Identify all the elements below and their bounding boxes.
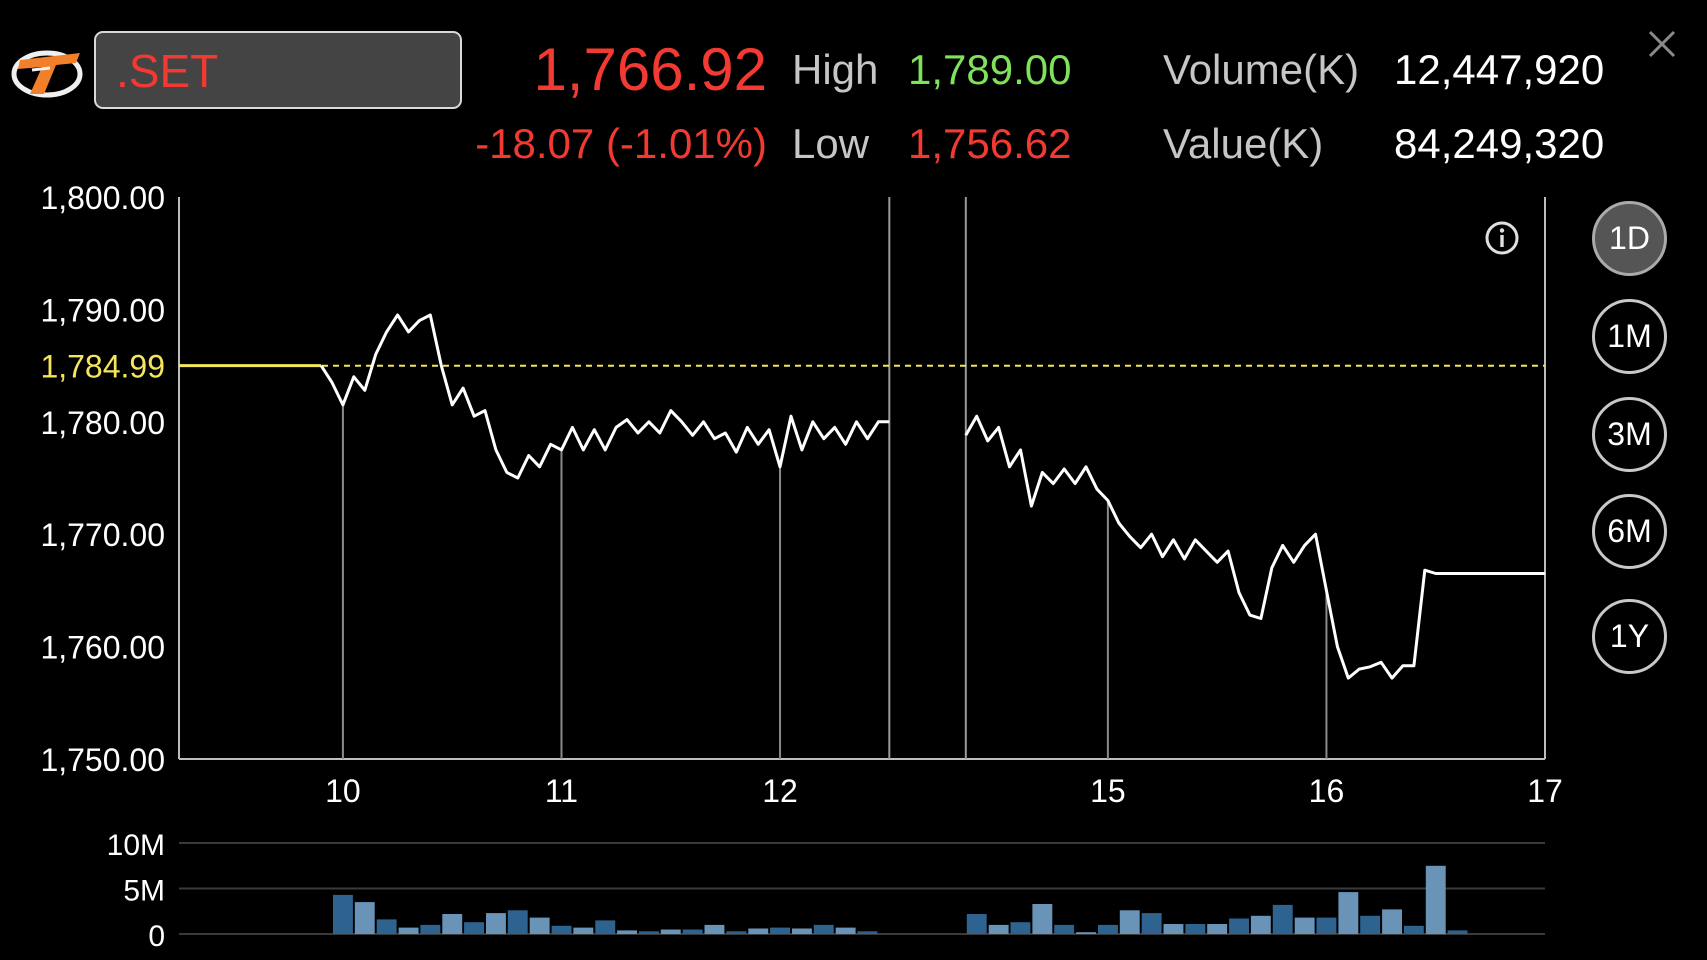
volume-bar	[595, 920, 616, 934]
timeframe-3m-button[interactable]: 3M	[1592, 397, 1667, 472]
volume-bar	[770, 927, 790, 934]
volume-bar	[682, 929, 703, 934]
volume-bar	[639, 931, 659, 934]
volume-bar	[1272, 904, 1293, 934]
volume-bar	[1250, 915, 1271, 934]
timeframe-6m-button[interactable]: 6M	[1592, 494, 1667, 569]
y-tick-label: 1,780.00	[40, 405, 165, 441]
volume-bar	[988, 924, 1009, 934]
volume-bar	[1141, 913, 1162, 934]
y-tick-label: 1,770.00	[40, 517, 165, 553]
brand-logo-icon[interactable]	[10, 44, 84, 100]
y-tick-label: 1,750.00	[40, 742, 165, 778]
x-tick-label: 12	[762, 773, 798, 809]
volume-bar	[726, 931, 747, 934]
volume-value: 12,447,920	[1394, 46, 1605, 93]
volume-bar	[442, 914, 463, 934]
x-tick-label: 10	[325, 773, 361, 809]
volume-bar	[617, 930, 637, 934]
volume-bar	[748, 928, 769, 934]
price-series-line	[964, 414, 1545, 680]
last-price: 1,766.92	[533, 36, 767, 103]
volume-bar	[1360, 915, 1381, 934]
volume-tick-label: 10M	[107, 829, 165, 862]
x-tick-label: 16	[1309, 773, 1345, 809]
x-tick-label: 17	[1527, 773, 1563, 809]
timeframe-1m-button[interactable]: 1M	[1592, 299, 1667, 374]
x-tick-label: 11	[545, 773, 578, 809]
volume-bar	[1010, 922, 1031, 934]
low-label: Low	[792, 120, 870, 167]
volume-bar	[354, 902, 375, 934]
volume-bar	[420, 924, 441, 934]
volume-bar	[1076, 932, 1096, 934]
timeframe-1d-button[interactable]: 1D	[1592, 201, 1667, 276]
volume-bar	[857, 931, 878, 934]
volume-bar	[1098, 924, 1118, 934]
volume-bar	[1207, 924, 1228, 934]
volume-bar	[551, 925, 572, 934]
low-value: 1,756.62	[908, 120, 1072, 167]
volume-bar	[813, 924, 834, 934]
price-change: -18.07 (-1.01%)	[475, 120, 767, 167]
y-tick-label: 1,790.00	[40, 292, 165, 328]
close-icon[interactable]	[1644, 26, 1680, 62]
volume-bar	[529, 917, 550, 934]
timeframe-1y-button[interactable]: 1Y	[1592, 599, 1667, 674]
symbol-text: .SET	[116, 45, 219, 97]
volume-bar	[1054, 924, 1075, 934]
volume-bar	[1032, 904, 1053, 934]
volume-bar	[486, 913, 506, 934]
volume-label: Volume(K)	[1163, 46, 1360, 93]
volume-bar	[333, 894, 353, 934]
y-tick-label: 1,800.00	[40, 180, 165, 216]
volume-bar	[1382, 909, 1402, 934]
value-label: Value(K)	[1163, 120, 1324, 167]
volume-bar	[660, 929, 681, 934]
prev-close-label: 1,784.99	[40, 349, 165, 385]
volume-bar	[1425, 865, 1446, 935]
volume-bar	[376, 919, 397, 934]
volume-bar	[507, 910, 528, 934]
volume-bar	[1403, 925, 1424, 934]
volume-bar	[1338, 892, 1359, 934]
volume-bar	[1294, 917, 1315, 934]
volume-bar	[1163, 924, 1184, 934]
volume-bar	[464, 922, 484, 934]
volume-bar	[835, 927, 856, 934]
symbol-search-field[interactable]: .SET	[94, 31, 462, 109]
volume-bar	[1119, 910, 1140, 934]
quote-header: .SET 1,766.92 -18.07 (-1.01%) High 1,789…	[0, 0, 1707, 175]
x-tick-label: 15	[1090, 773, 1126, 809]
volume-tick-label: 0	[148, 920, 165, 953]
price-series-line	[319, 313, 890, 480]
high-label: High	[792, 46, 879, 93]
volume-bar	[1447, 930, 1468, 934]
info-icon[interactable]	[1484, 220, 1520, 256]
volume-bar	[1185, 924, 1206, 934]
volume-bar	[1316, 917, 1337, 934]
volume-bar	[573, 927, 594, 934]
volume-bar	[792, 928, 812, 934]
volume-bar	[1229, 918, 1249, 934]
y-tick-label: 1,760.00	[40, 630, 165, 666]
value-value: 84,249,320	[1394, 120, 1605, 167]
volume-bar	[966, 914, 987, 934]
volume-bar	[398, 927, 419, 934]
high-value: 1,789.00	[908, 46, 1072, 93]
volume-tick-label: 5M	[123, 875, 165, 908]
volume-bar	[704, 924, 725, 934]
